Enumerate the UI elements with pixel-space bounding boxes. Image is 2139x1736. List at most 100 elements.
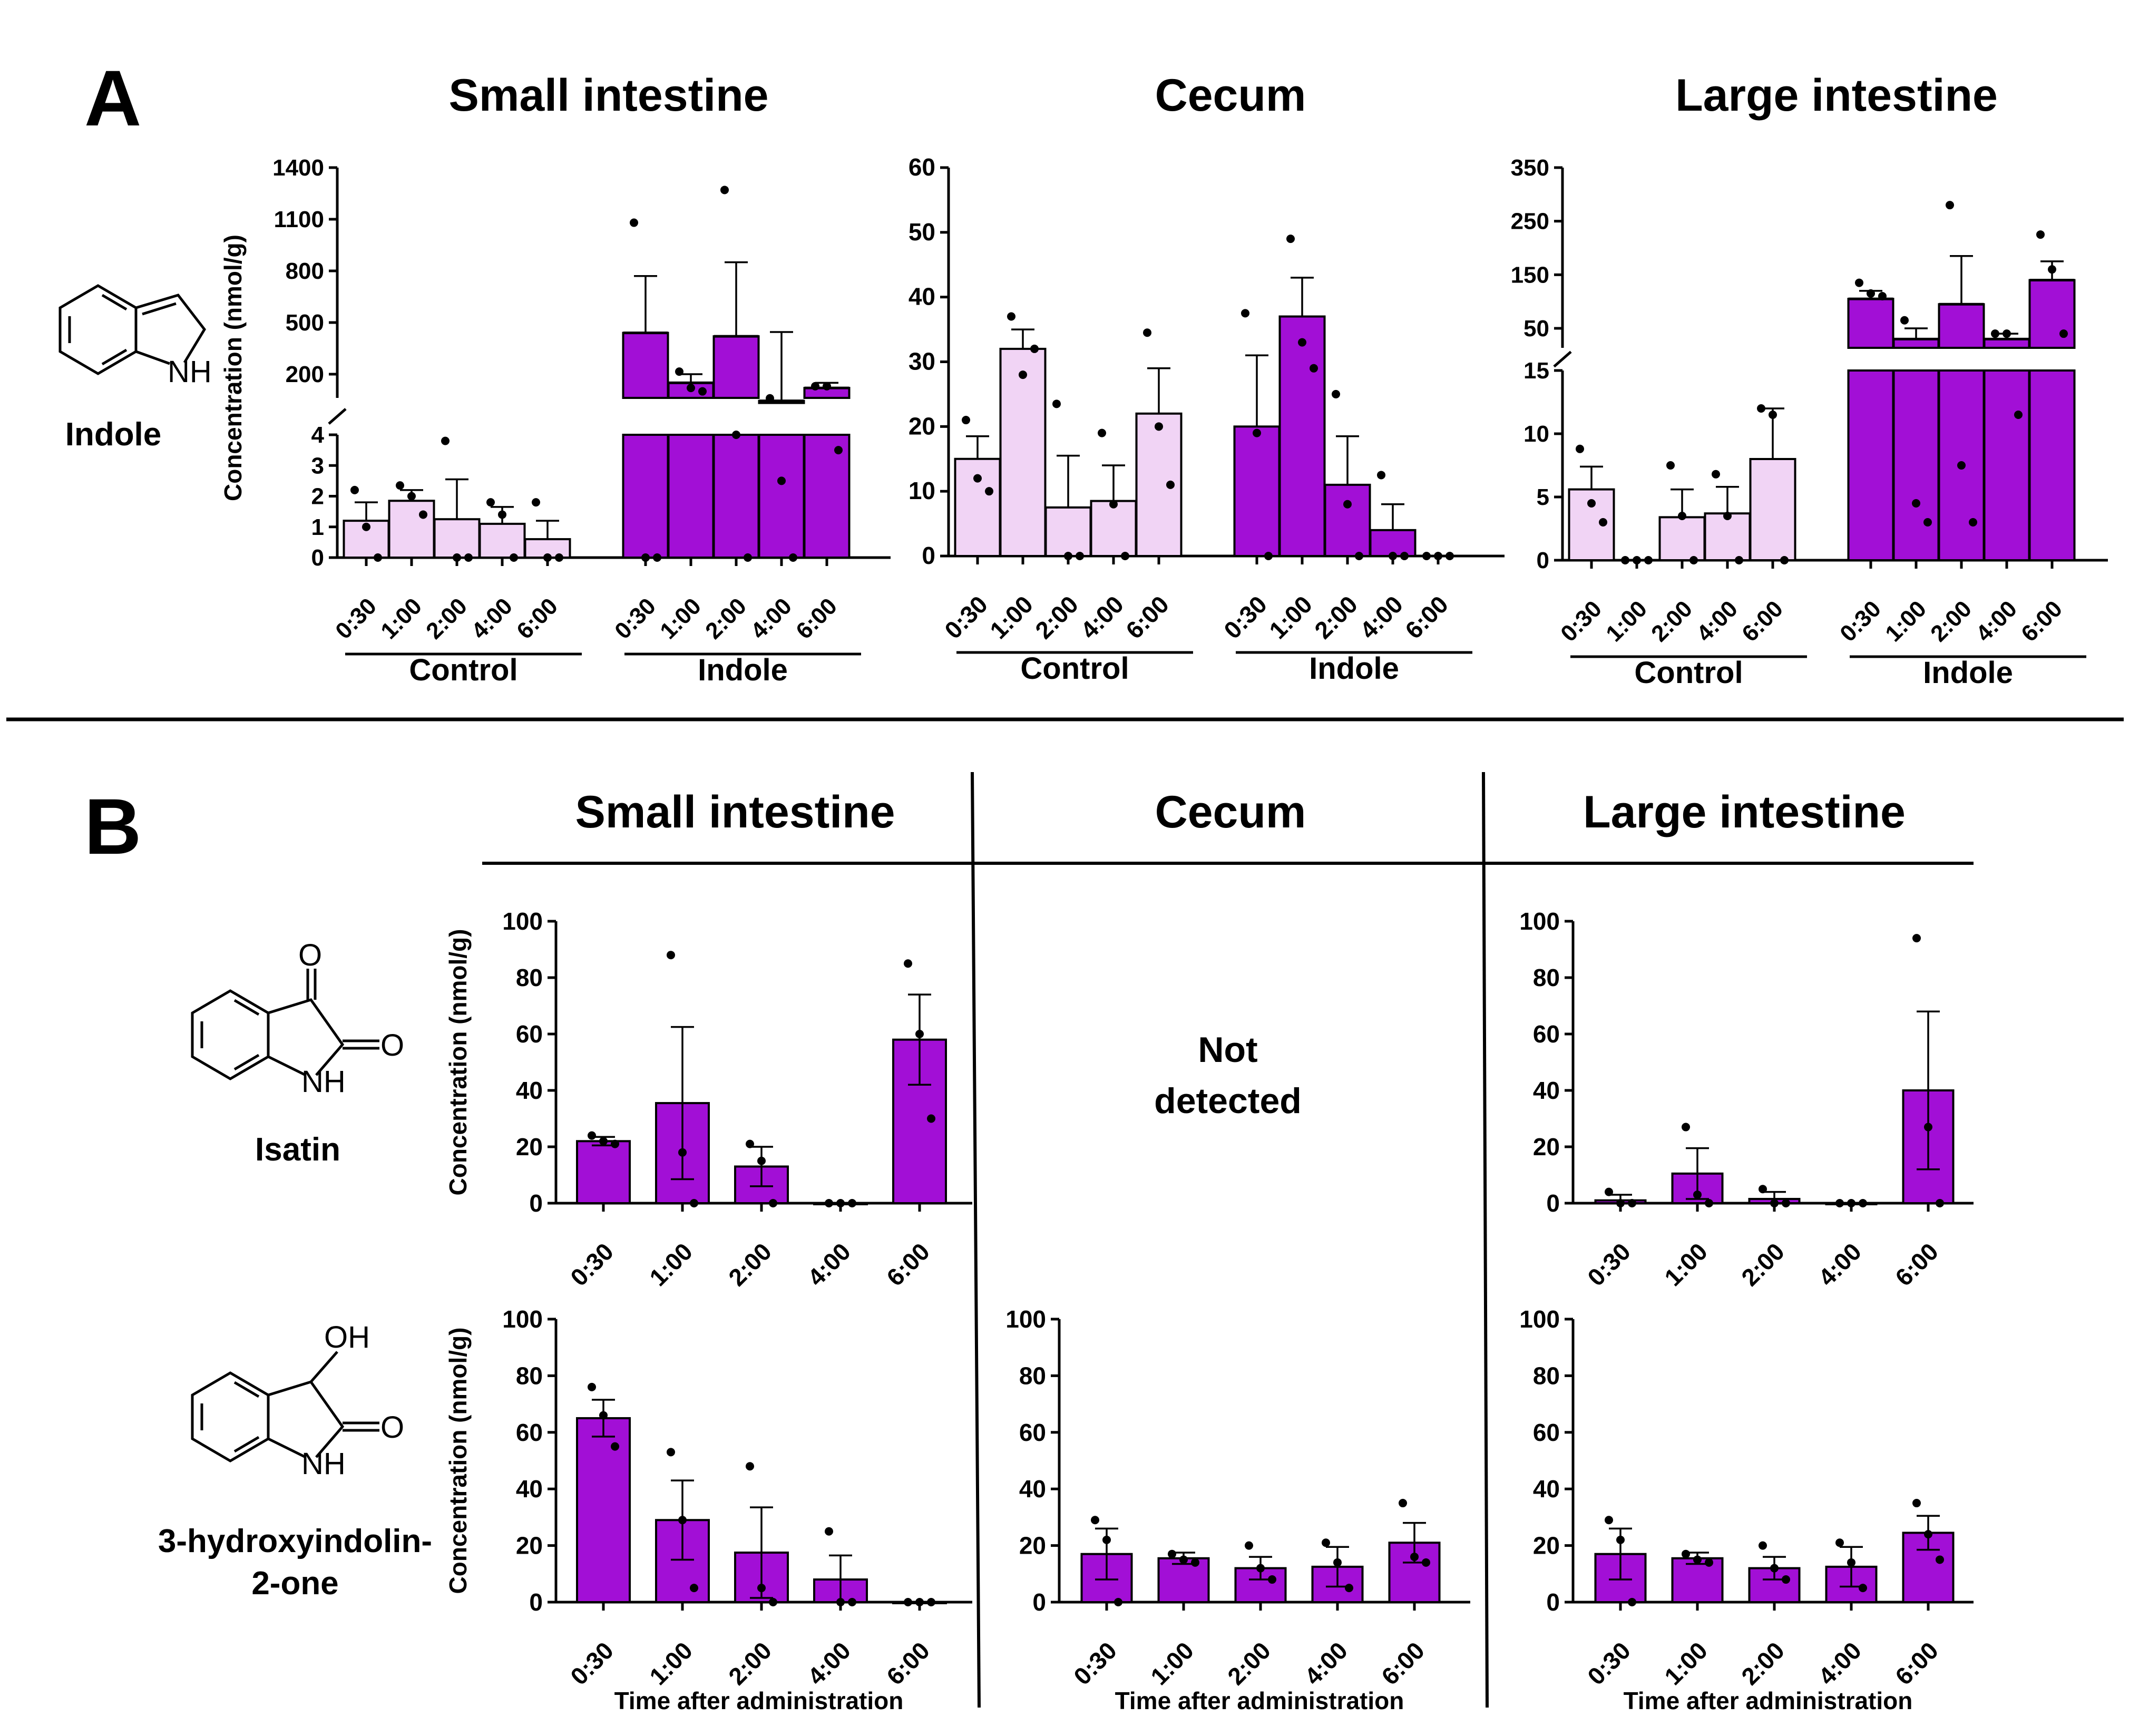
hydroxy-o-right: O: [380, 1410, 404, 1445]
data-point-0-0-2-2: [464, 553, 473, 562]
x-tick-label-2-00: 2:00: [1222, 1636, 1276, 1690]
data-point-0-1-0-0: [630, 218, 638, 227]
y-tick-label-20: 20: [516, 1532, 543, 1559]
y-tick-label-100: 100: [1519, 1305, 1560, 1333]
bar-lower-Indole-6-00: [803, 434, 851, 559]
data-point-6-4-2: [1422, 1558, 1430, 1567]
y-tick-label-40: 40: [516, 1475, 543, 1503]
bar-lower-Indole-4-00: [1983, 369, 2030, 561]
x-tick-label-2-00: 2:00: [421, 593, 472, 644]
y-tick-label-40: 40: [1019, 1475, 1046, 1503]
data-point-6-0-1: [1102, 1535, 1111, 1544]
y-tick-label-20: 20: [1533, 1133, 1560, 1160]
y-tick-label-20: 20: [909, 412, 935, 440]
x-tick-label-6-00: 6:00: [512, 593, 563, 644]
bar-Indole-0-30: [1233, 425, 1281, 557]
data-point-2-1-2-2: [1969, 518, 1977, 526]
y-tick-label-500: 500: [286, 310, 324, 336]
molecule-label-isatin: Isatin: [255, 1132, 340, 1168]
data-point-1-0-4-1: [1155, 422, 1163, 431]
group-label-Control: Control: [409, 653, 517, 687]
data-point-1-0-1-1: [1019, 370, 1027, 379]
data-point-2-0-3-1: [1723, 512, 1732, 520]
x-tick-label-6-00: 6:00: [1400, 590, 1453, 644]
y-tick-label-4: 4: [311, 422, 325, 448]
y-tick-label-0: 0: [1032, 1588, 1046, 1616]
data-point-0-0-1-0: [396, 481, 404, 490]
x-tick-label-0-30: 0:30: [565, 1237, 619, 1291]
bar-Control-4-00: [1090, 500, 1137, 558]
bar-upper-Indole-0-30: [1847, 298, 1894, 349]
data-point-3-1-0: [667, 951, 675, 960]
data-point-0-1-3-2: [789, 553, 797, 562]
data-point-1-1-2-0: [1332, 389, 1340, 398]
data-point-2-1-0-2: [1878, 292, 1887, 300]
bar-0-30: [576, 1140, 631, 1205]
x-tick-label-4-00: 4:00: [1971, 596, 2022, 647]
y-tick-label-60: 60: [909, 153, 935, 181]
bar-Control-1-00: [999, 347, 1047, 558]
data-point-4-3-2: [1859, 1199, 1867, 1207]
data-point-2-1-3-2: [2014, 411, 2023, 419]
y-tick-label-60: 60: [516, 1419, 543, 1446]
data-point-7-1-1: [1693, 1555, 1702, 1564]
x-tick-label-4-00: 4:00: [1692, 596, 1743, 647]
molecule-label-hydroxy-line1: 3-hydroxyindolin-: [158, 1523, 432, 1559]
y-tick-label-2: 2: [311, 484, 324, 510]
y-tick-label-40: 40: [1533, 1475, 1560, 1503]
data-point-7-0-2: [1628, 1598, 1636, 1606]
x-tick-label-1-00: 1:00: [1659, 1237, 1713, 1291]
y-tick-label-350: 350: [1511, 155, 1549, 181]
data-point-1-1-1-0: [1286, 235, 1295, 243]
molecule-label-hydroxy-line2: 2-one: [251, 1565, 338, 1602]
y-tick-label-100: 100: [502, 1305, 543, 1333]
data-point-7-3-0: [1835, 1538, 1844, 1547]
data-point-6-0-2: [1114, 1598, 1122, 1606]
y-tick-label-10: 10: [909, 477, 935, 504]
data-point-0-1-4-1: [823, 382, 831, 391]
bar-Control-4-00: [1704, 512, 1751, 562]
x-tick-label-0-30: 0:30: [1556, 596, 1607, 647]
data-point-3-4-0: [904, 959, 912, 968]
y-tick-label-0: 0: [1537, 548, 1549, 573]
data-point-1-1-0-1: [1253, 428, 1261, 437]
data-point-1-0-2-2: [1076, 552, 1084, 560]
data-point-0-1-0-2: [653, 553, 661, 562]
data-point-5-2-0: [746, 1462, 754, 1471]
y-axis-label: Concentration (nmol/g): [444, 1328, 472, 1594]
data-point-3-0-0: [588, 1131, 596, 1140]
data-point-2-0-0-1: [1587, 499, 1596, 508]
x-tick-label-1-00: 1:00: [644, 1237, 698, 1291]
bar-lower-Indole-0-30: [1847, 369, 1894, 561]
data-point-0-1-4-2: [834, 446, 843, 455]
data-point-0-1-1-1: [687, 384, 695, 393]
x-tick-label-2-00: 2:00: [1646, 596, 1697, 647]
data-point-1-0-3-1: [1109, 500, 1118, 509]
hydroxyindolinone-structure: [191, 1351, 379, 1462]
x-tick-label-4-00: 4:00: [1299, 1636, 1353, 1690]
x-tick-label-6-00: 6:00: [2016, 596, 2067, 647]
x-tick-label-1-00: 1:00: [1659, 1636, 1713, 1690]
bar-lower-Indole-4-00: [758, 434, 805, 559]
data-point-2-1-1-2: [1923, 518, 1932, 526]
data-point-0-1-2-1: [732, 431, 740, 439]
x-axis-label: Time after administration: [1115, 1687, 1404, 1714]
data-point-2-1-1-0: [1900, 316, 1909, 325]
data-point-1-1-0-2: [1264, 552, 1273, 560]
data-point-7-2-2: [1782, 1575, 1790, 1584]
data-point-6-3-0: [1322, 1538, 1330, 1547]
x-tick-label-2-00: 2:00: [1736, 1636, 1790, 1690]
data-point-2-1-1-1: [1912, 499, 1920, 508]
data-point-0-0-1-2: [419, 510, 427, 519]
data-point-7-0-1: [1616, 1535, 1625, 1544]
axis-break-mark: [1553, 350, 1572, 368]
data-point-2-1-4-2: [2059, 329, 2068, 338]
x-tick-label-2-00: 2:00: [723, 1237, 777, 1291]
data-point-3-4-1: [915, 1030, 924, 1038]
bar-upper-Indole-2-00: [712, 335, 760, 399]
isatin-nh-label: NH: [301, 1065, 346, 1099]
data-point-5-3-0: [825, 1527, 833, 1536]
data-point-2-0-4-2: [1780, 556, 1789, 564]
data-point-2-0-1-2: [1644, 556, 1653, 564]
data-point-7-1-0: [1682, 1549, 1690, 1558]
